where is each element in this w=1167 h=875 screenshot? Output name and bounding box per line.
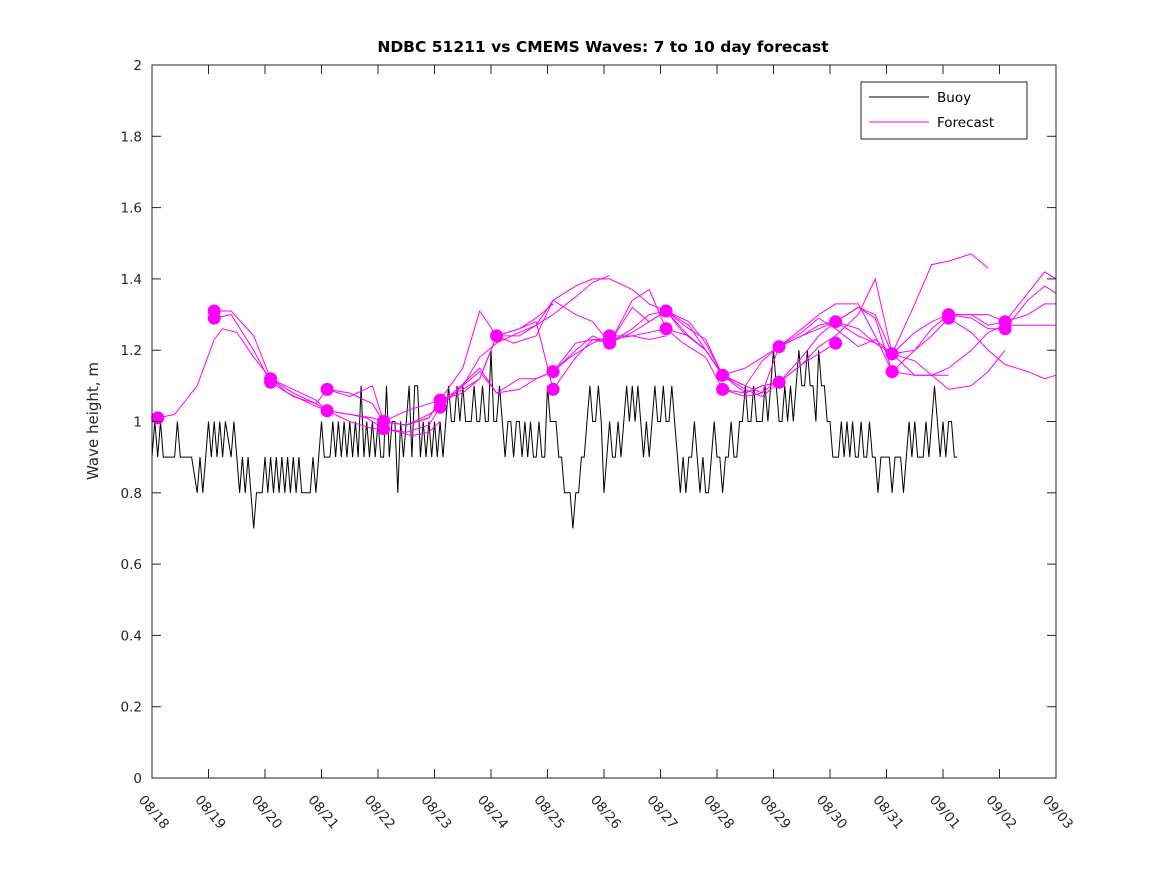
y-tick-label: 1.4	[121, 272, 142, 288]
y-tick-label: 2	[133, 58, 142, 74]
plot-background	[152, 65, 1056, 778]
y-tick-label: 0.4	[121, 628, 142, 644]
forecast-start-marker	[151, 411, 165, 425]
forecast-series-line-13	[778, 306, 1057, 380]
forecast-start-marker	[942, 311, 956, 325]
forecast-series-line-10	[609, 288, 1006, 394]
forecast-start-marker	[320, 382, 334, 396]
forecast-series-line-15	[891, 324, 1056, 376]
forecast-series-line-6	[383, 278, 780, 422]
buoy-series-line	[151, 350, 958, 529]
y-tick-label: 1	[133, 415, 142, 431]
legend-label-buoy: Buoy	[937, 90, 971, 106]
forecast-start-marker	[490, 329, 504, 343]
legend: Buoy Forecast	[860, 81, 1028, 140]
forecast-start-marker	[829, 315, 843, 329]
forecast-start-marker	[885, 365, 899, 379]
y-axis-ticks: 0 0.2 0.4 0.6 0.8 1 1.2 1.4 1.6 1.8 2	[121, 58, 1056, 787]
forecast-series-line-9	[552, 303, 949, 387]
forecast-start-marker	[377, 422, 391, 436]
legend-box	[860, 81, 1028, 140]
forecast-start-marker	[659, 304, 673, 318]
y-axis-label: Wave height, m	[84, 362, 102, 480]
forecast-start-marker	[659, 322, 673, 336]
y-tick-label: 0.2	[121, 700, 142, 716]
forecast-start-marker	[998, 322, 1012, 336]
forecast-start-marker	[885, 347, 899, 361]
marker-layer	[151, 304, 1012, 436]
y-tick-label: 0.6	[121, 557, 142, 573]
y-tick-label: 0	[133, 771, 142, 787]
forecast-start-marker	[433, 400, 447, 414]
chart-title: NDBC 51211 vs CMEMS Waves: 7 to 10 day f…	[377, 38, 829, 56]
forecast-start-marker	[207, 311, 221, 325]
y-tick-label: 0.8	[121, 486, 142, 502]
legend-label-forecast: Forecast	[937, 115, 994, 131]
forecast-start-marker	[829, 336, 843, 350]
forecast-start-marker	[716, 382, 730, 396]
forecast-start-marker	[320, 404, 334, 418]
y-tick-label: 1.2	[121, 343, 142, 359]
y-tick-label: 1.8	[121, 129, 142, 145]
forecast-series-line-3	[214, 274, 610, 426]
forecast-start-marker	[546, 365, 560, 379]
forecast-start-marker	[716, 368, 730, 382]
y-tick-label: 1.6	[121, 201, 142, 217]
forecast-start-marker	[264, 375, 278, 389]
plot-area: 00.20.40.60.811.21.41.61.82 08/18 08/19 08…	[121, 58, 1077, 832]
forecast-start-marker	[603, 336, 617, 350]
forecast-start-marker	[772, 375, 786, 389]
forecast-start-marker	[546, 382, 560, 396]
forecast-start-marker	[772, 340, 786, 354]
